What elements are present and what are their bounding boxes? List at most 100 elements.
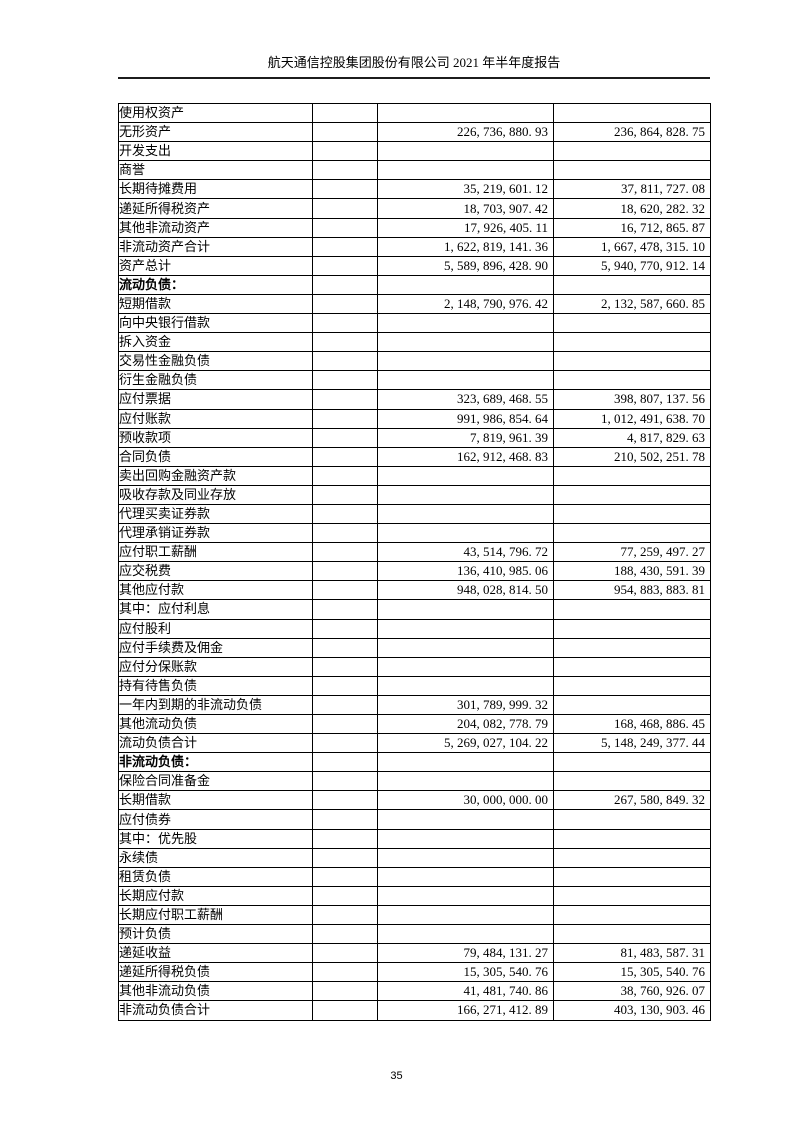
item-label-cell: 流动负债：	[118, 274, 313, 295]
current-value-cell	[377, 637, 554, 658]
prior-value-cell: 4, 817, 829. 63	[553, 427, 711, 448]
prior-value-cell	[553, 828, 711, 849]
prior-value-cell	[553, 484, 711, 505]
note-cell	[312, 255, 378, 276]
note-cell	[312, 733, 378, 754]
item-label-cell: 开发支出	[118, 141, 313, 162]
note-cell	[312, 427, 378, 448]
current-value-cell	[377, 274, 554, 295]
item-label-cell: 其中：优先股	[118, 828, 313, 849]
note-cell	[312, 713, 378, 735]
current-value-cell: 5, 589, 896, 428. 90	[377, 255, 554, 276]
prior-value-cell	[553, 694, 711, 716]
current-value-cell: 18, 703, 907. 42	[377, 198, 554, 219]
note-cell	[312, 370, 378, 391]
table-row: 代理买卖证券款	[118, 503, 711, 525]
prior-value-cell	[553, 809, 711, 830]
table-row: 应付票据 323, 689, 468. 55 398, 807, 137. 56	[118, 389, 711, 410]
prior-value-cell	[553, 141, 711, 162]
note-cell	[312, 198, 378, 219]
item-label-cell: 其他非流动负债	[118, 981, 313, 1002]
item-label-cell: 其中：应付利息	[118, 599, 313, 620]
item-label-cell: 应付票据	[118, 389, 313, 410]
note-cell	[312, 351, 378, 372]
table-row: 流动负债合计 5, 269, 027, 104. 22 5, 148, 249, 3…	[118, 733, 711, 754]
current-value-cell	[377, 370, 554, 391]
item-label-cell: 应付分保账款	[118, 656, 313, 677]
current-value-cell: 991, 986, 854. 64	[377, 408, 554, 429]
table-row: 一年内到期的非流动负债 301, 789, 999. 32	[118, 694, 711, 716]
table-row: 非流动负债合计 166, 271, 412. 89 403, 130, 903. 4…	[118, 1000, 711, 1021]
item-label-cell: 递延所得税资产	[118, 198, 313, 219]
prior-value-cell	[553, 637, 711, 658]
item-label-cell: 其他非流动资产	[118, 217, 313, 238]
table-row: 衍生金融负债	[118, 370, 711, 391]
current-value-cell: 162, 912, 468. 83	[377, 446, 554, 467]
prior-value-cell	[553, 332, 711, 353]
prior-value-cell	[553, 465, 711, 486]
item-label-cell: 交易性金融负债	[118, 351, 313, 372]
current-value-cell	[377, 102, 554, 124]
current-value-cell	[377, 771, 554, 792]
table-row: 应付手续费及佣金	[118, 637, 711, 658]
table-row: 应交税费 136, 410, 985. 06 188, 430, 591. 39	[118, 561, 711, 582]
note-cell	[312, 943, 378, 964]
prior-value-cell: 77, 259, 497. 27	[553, 542, 711, 563]
table-row: 其他非流动负债 41, 481, 740. 86 38, 760, 926. 07	[118, 981, 711, 1002]
prior-value-cell	[553, 866, 711, 887]
note-cell	[312, 809, 378, 830]
prior-value-cell	[553, 656, 711, 677]
prior-value-cell: 188, 430, 591. 39	[553, 561, 711, 582]
current-value-cell	[377, 618, 554, 639]
note-cell	[312, 542, 378, 563]
item-label-cell: 向中央银行借款	[118, 313, 313, 334]
item-label-cell: 商誉	[118, 160, 313, 181]
table-row: 其他应付款 948, 028, 814. 50 954, 883, 883. 81	[118, 580, 711, 601]
table-row: 其中：应付利息	[118, 599, 711, 620]
table-row: 长期借款 30, 000, 000. 00 267, 580, 849. 32	[118, 790, 711, 811]
prior-value-cell	[553, 618, 711, 639]
note-cell	[312, 675, 378, 696]
table-row: 非流动资产合计 1, 622, 819, 141. 36 1, 667, 478, …	[118, 236, 711, 257]
note-cell	[312, 618, 378, 639]
current-value-cell	[377, 904, 554, 926]
current-value-cell	[377, 141, 554, 162]
item-label-cell: 衍生金融负债	[118, 370, 313, 391]
item-label-cell: 递延收益	[118, 943, 313, 964]
item-label-cell: 预收款项	[118, 427, 313, 448]
table-row: 交易性金融负债	[118, 351, 711, 372]
table-row: 商誉	[118, 160, 711, 181]
current-value-cell: 136, 410, 985. 06	[377, 561, 554, 582]
current-value-cell: 43, 514, 796. 72	[377, 542, 554, 563]
table-row: 递延收益 79, 484, 131. 27 81, 483, 587. 31	[118, 943, 711, 964]
item-label-cell: 流动负债合计	[118, 733, 313, 754]
table-row: 应付股利	[118, 618, 711, 639]
current-value-cell	[377, 656, 554, 677]
item-label-cell: 代理买卖证券款	[118, 503, 313, 525]
item-label-cell: 应付债券	[118, 809, 313, 830]
table-row: 长期应付款	[118, 885, 711, 906]
table-row: 卖出回购金融资产款	[118, 465, 711, 486]
current-value-cell	[377, 828, 554, 849]
note-cell	[312, 503, 378, 525]
prior-value-cell: 210, 502, 251. 78	[553, 446, 711, 467]
table-row: 持有待售负债	[118, 675, 711, 696]
note-cell	[312, 561, 378, 582]
prior-value-cell	[553, 885, 711, 906]
note-cell	[312, 484, 378, 505]
table-row: 拆入资金	[118, 332, 711, 353]
table-row: 开发支出	[118, 141, 711, 162]
item-label-cell: 非流动资产合计	[118, 236, 313, 257]
prior-value-cell	[553, 351, 711, 372]
current-value-cell: 2, 148, 790, 976. 42	[377, 293, 554, 315]
table-row: 长期待摊费用 35, 219, 601. 12 37, 811, 727. 08	[118, 179, 711, 200]
item-label-cell: 卖出回购金融资产款	[118, 465, 313, 486]
table-row: 应付债券	[118, 809, 711, 830]
table-row: 递延所得税资产 18, 703, 907. 42 18, 620, 282. 32	[118, 198, 711, 219]
table-row: 应付职工薪酬 43, 514, 796. 72 77, 259, 497. 27	[118, 542, 711, 563]
note-cell	[312, 313, 378, 334]
current-value-cell	[377, 675, 554, 696]
current-value-cell	[377, 503, 554, 525]
current-value-cell	[377, 160, 554, 181]
